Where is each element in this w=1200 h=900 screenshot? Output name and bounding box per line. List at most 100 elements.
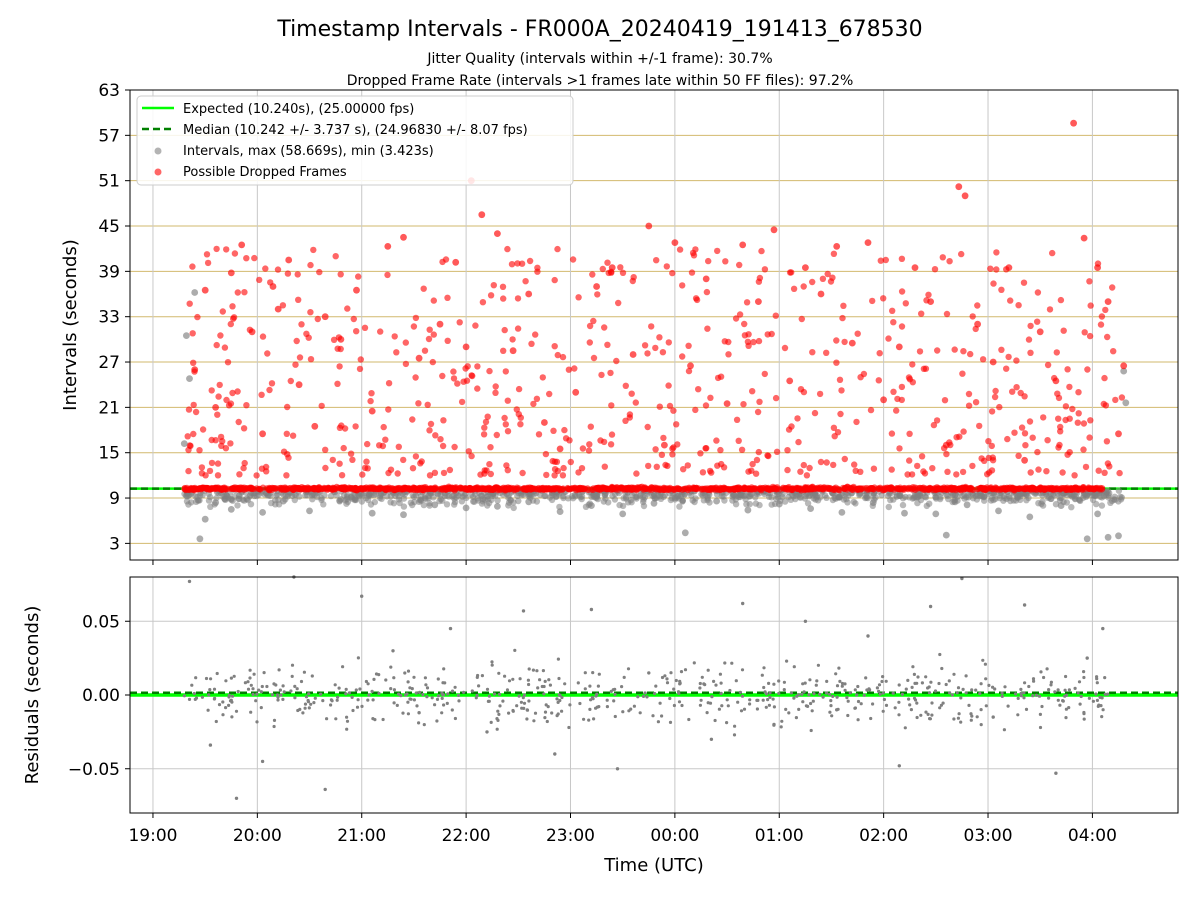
dropped-frame-point	[958, 250, 965, 258]
dropped-frame-band-point	[685, 484, 693, 491]
dropped-frame-point	[594, 291, 601, 298]
dropped-frame-point	[888, 430, 896, 437]
dropped-frame-point	[336, 363, 343, 370]
residual-point	[881, 691, 885, 695]
residual-point	[344, 692, 348, 696]
dropped-frame-band-point	[640, 485, 647, 492]
legend-dropped-label: Possible Dropped Frames	[183, 165, 347, 180]
interval-point	[426, 500, 433, 507]
interval-point	[494, 497, 501, 504]
interval-point	[1057, 502, 1065, 509]
residual-point	[525, 708, 530, 712]
dropped-frame-point	[241, 289, 248, 296]
dropped-frame-point	[665, 339, 672, 346]
residual-point	[519, 700, 524, 704]
interval-point	[443, 501, 451, 508]
dropped-frame-point	[768, 330, 775, 338]
interval-point	[836, 494, 844, 501]
interval-point	[1044, 494, 1052, 501]
residual-point	[705, 711, 709, 715]
dropped-frame-point	[243, 255, 250, 262]
dropped-frame-point	[503, 462, 510, 469]
dropped-frame-point	[185, 467, 192, 475]
dropped-frame-point	[539, 374, 546, 381]
residual-point	[1087, 696, 1091, 700]
dropped-frame-point	[755, 278, 763, 285]
residual-point	[224, 706, 228, 710]
residual-point	[290, 663, 295, 667]
dropped-frame-point	[988, 408, 996, 415]
dropped-frame-point	[377, 328, 384, 335]
dropped-frame-point	[909, 361, 916, 368]
residual-point	[1095, 698, 1099, 703]
dropped-frame-point	[656, 334, 663, 341]
dropped-frame-point	[1118, 394, 1126, 401]
residual-point	[415, 704, 419, 708]
dropped-frame-band-point	[502, 485, 509, 492]
dropped-frame-point	[364, 440, 371, 448]
residual-point	[959, 696, 963, 700]
dropped-frame-point	[992, 387, 999, 395]
dropped-frame-band-point	[793, 485, 800, 492]
residual-point	[897, 713, 901, 717]
residual-point	[1038, 725, 1043, 730]
dropped-frame-band-point	[486, 485, 494, 492]
dropped-frame-point	[481, 424, 488, 431]
residual-point	[1049, 680, 1053, 684]
interval-point	[1108, 497, 1116, 505]
dropped-frame-point	[279, 302, 287, 309]
dropped-frame-point	[749, 460, 756, 468]
dropped-frame-band-point	[895, 485, 902, 492]
dropped-frame-point	[480, 431, 488, 438]
dropped-frame-point	[993, 249, 1000, 256]
dropped-frame-point	[733, 416, 741, 423]
residual-point	[1014, 692, 1018, 696]
dropped-frame-point	[648, 323, 655, 330]
interval-point	[739, 491, 746, 499]
interval-point	[212, 499, 220, 506]
residual-point	[450, 689, 455, 693]
dropped-frame-point	[661, 441, 668, 449]
residual-point	[392, 676, 396, 680]
residual-point	[767, 703, 772, 707]
dropped-frame-band-point	[748, 486, 755, 493]
residual-point	[1042, 675, 1046, 680]
dropped-frame-point	[479, 299, 487, 306]
residual-point	[277, 668, 281, 672]
dropped-frame-band-point	[405, 484, 412, 492]
residual-point	[354, 688, 358, 692]
dropped-frame-point	[243, 402, 250, 409]
dropped-frame-point	[723, 400, 731, 407]
dropped-frame-point	[186, 300, 193, 307]
interval-point	[243, 495, 251, 503]
dropped-frame-point	[550, 427, 557, 434]
interval-point	[280, 497, 287, 505]
dropped-frame-point	[258, 465, 266, 472]
dropped-frame-point	[601, 324, 608, 331]
dropped-frame-point	[468, 452, 475, 460]
residual-point	[912, 672, 917, 677]
dropped-frame-band-point	[457, 484, 464, 491]
dropped-frame-point	[601, 463, 608, 470]
dropped-frame-point	[652, 446, 659, 453]
residual-point	[274, 683, 278, 687]
dropped-frame-point	[608, 269, 615, 276]
residual-point	[259, 690, 263, 694]
dropped-frame-band-point	[656, 486, 664, 494]
dropped-frame-point	[384, 271, 391, 279]
dropped-frame-point	[338, 422, 345, 429]
residual-point	[1003, 685, 1007, 689]
residual-point	[1019, 691, 1023, 695]
dropped-frame-band-point	[241, 484, 248, 491]
residual-point	[706, 668, 710, 672]
residual-point	[518, 677, 522, 681]
residual-point	[234, 709, 239, 713]
dropped-frame-point	[1029, 434, 1036, 441]
bottom-y-tick-label: −0.05	[68, 760, 120, 780]
residual-point	[848, 691, 852, 695]
residual-point	[1019, 694, 1024, 698]
dropped-frame-point	[1013, 384, 1020, 391]
dropped-frame-point	[258, 391, 265, 398]
residual-point	[371, 717, 375, 721]
residual-point	[679, 670, 684, 674]
